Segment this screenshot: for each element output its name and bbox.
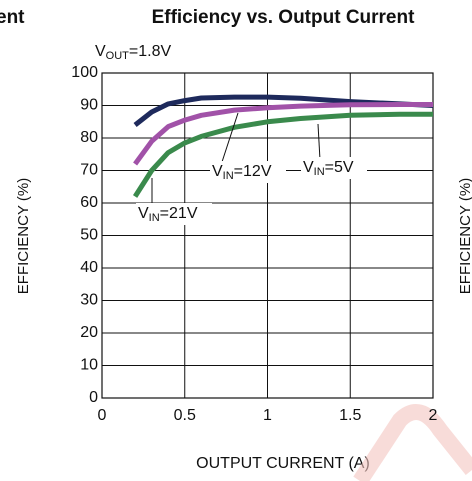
label-rest: =5V — [325, 159, 354, 176]
x-axis-label: OUTPUT CURRENT (A) — [196, 455, 370, 472]
x-tick-label: 0 — [98, 407, 107, 424]
series-label: VIN=5V — [303, 159, 354, 178]
label-main: V — [138, 205, 149, 222]
label-main: V — [212, 163, 223, 180]
y-tick-label: 70 — [80, 162, 98, 179]
label-bg — [301, 157, 367, 179]
label-sub: IN — [314, 166, 325, 178]
label-rest: =21V — [160, 205, 198, 222]
leader-line — [317, 123, 321, 161]
series-label: VIN=12V — [212, 163, 272, 182]
chart-title: Efficiency vs. Output Current — [152, 7, 416, 28]
x-tick-label: 2 — [429, 407, 438, 424]
y-tick-label: 50 — [80, 227, 98, 244]
x-tick-label: 0.5 — [174, 407, 196, 424]
y-tick-label: 0 — [89, 389, 98, 406]
y-tick-label: 60 — [80, 194, 98, 211]
label-sub: IN — [149, 212, 160, 224]
x-tick-label: 1.5 — [339, 407, 361, 424]
y-tick-label: 40 — [80, 259, 98, 276]
label-sub: IN — [223, 170, 234, 182]
leader-line — [221, 112, 239, 163]
y-tick-label: 30 — [80, 292, 98, 309]
y-tick-label: 80 — [80, 129, 98, 146]
y-tick-label: 100 — [71, 64, 98, 81]
y-tick-label: 10 — [80, 357, 98, 374]
y-tick-label: 90 — [80, 97, 98, 114]
cut-title: ent — [0, 7, 25, 28]
label-bg — [136, 203, 212, 225]
cut-y-label: EFFICIENCY (%) — [457, 178, 472, 294]
series-label: VIN=21V — [138, 205, 198, 224]
y-tick-label: 20 — [80, 324, 98, 341]
subtitle: VOUT=1.8V — [95, 43, 171, 62]
y-axis-label: EFFICIENCY (%) — [15, 178, 32, 294]
subtitle-sub: OUT — [106, 50, 130, 62]
plot-border — [101, 72, 434, 399]
subtitle-main: V — [95, 43, 106, 60]
label-rest: =12V — [234, 163, 272, 180]
series-line — [133, 102, 433, 166]
label-main: V — [303, 159, 314, 176]
watermark — [353, 404, 472, 481]
label-bg — [210, 161, 286, 183]
subtitle-rest: =1.8V — [129, 43, 172, 60]
x-tick-label: 1 — [263, 407, 272, 424]
series-line — [132, 111, 433, 198]
